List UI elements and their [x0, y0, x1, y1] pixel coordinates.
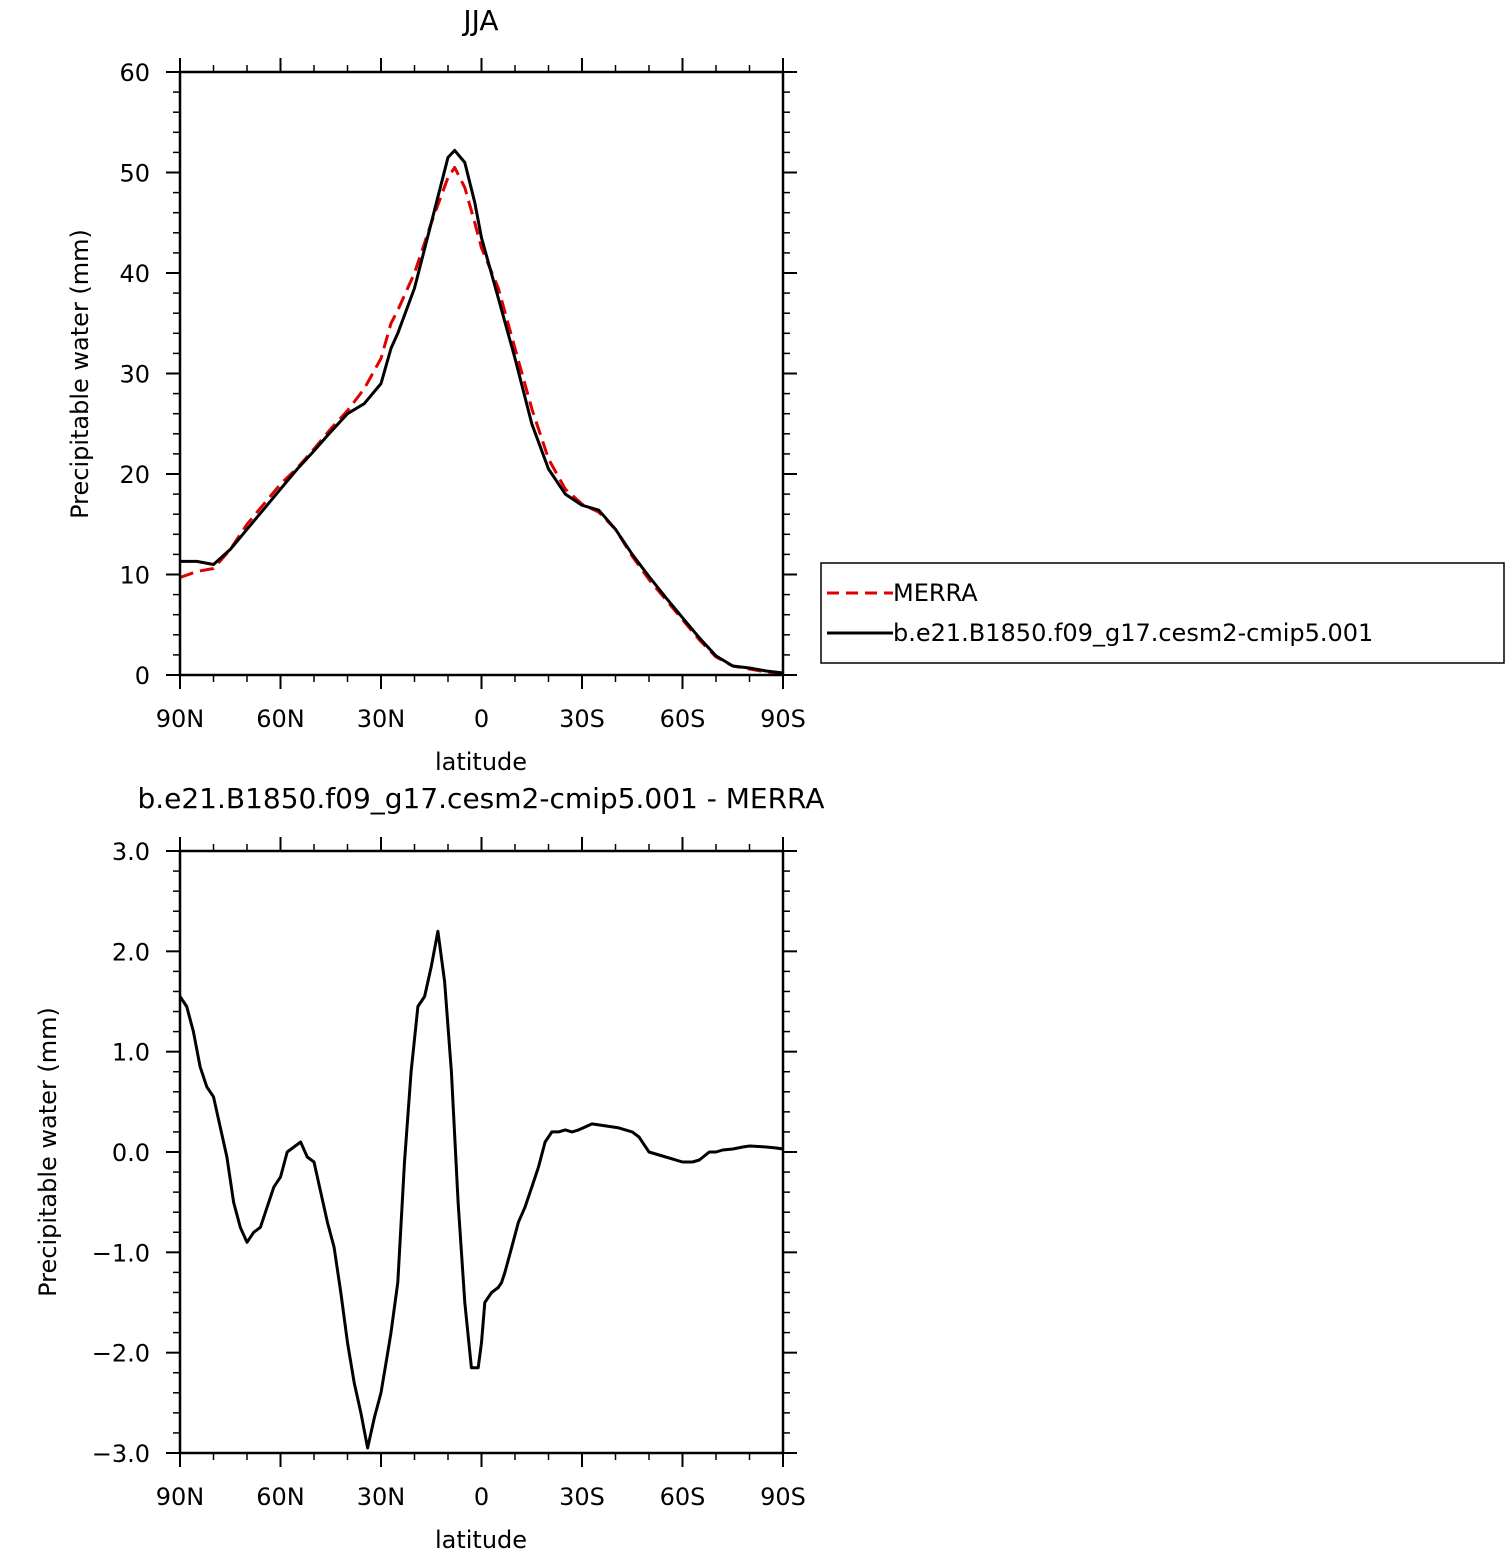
y-tick-label: 50 [119, 160, 150, 188]
x-tick-label: 30S [559, 1483, 605, 1511]
plot-area: 90N 60N 30N 0 30S 60S 90S 0 10 20 30 40 50 60 [119, 58, 806, 733]
x-tick-label: 30N [357, 705, 406, 733]
plot-frame [178, 70, 785, 677]
y-tick-label: 30 [119, 361, 150, 389]
x-tick-label: 90S [760, 1483, 806, 1511]
x-tick-label: 60N [256, 705, 305, 733]
y-tick-label: 20 [119, 461, 150, 489]
legend: MERRA b.e21.B1850.f09_g17.cesm2-cmip5.00… [820, 562, 1505, 664]
chart-title: JJA [461, 4, 498, 37]
x-tick-label: 90N [156, 1483, 205, 1511]
y-tick-label: −2.0 [92, 1340, 150, 1368]
x-tick-label: 30N [357, 1483, 406, 1511]
panel-difference: b.e21.B1850.f09_g17.cesm2-cmip5.001 - ME… [34, 782, 825, 1554]
series-line-b-e21-b1850-f09-g17-cesm2-cmip5-001 [180, 148, 784, 675]
y-tick-label: 0 [135, 662, 150, 690]
series-line-difference [178, 929, 784, 1450]
y-tick-label: 40 [119, 260, 150, 288]
x-tick-label: 60N [256, 1483, 305, 1511]
x-axis-label: latitude [435, 1526, 527, 1554]
y-tick-label: 10 [119, 562, 150, 590]
x-tick-label: 0 [474, 1483, 489, 1511]
x-tick-label: 60S [660, 705, 706, 733]
y-tick-label: 1.0 [112, 1039, 150, 1067]
y-tick-label: 0.0 [112, 1139, 150, 1167]
y-tick-label: −3.0 [92, 1440, 150, 1468]
x-tick-label: 60S [660, 1483, 706, 1511]
y-tick-label: −1.0 [92, 1239, 150, 1267]
x-tick-label: 30S [559, 705, 605, 733]
y-tick-label: 60 [119, 59, 150, 87]
x-axis-label: latitude [435, 748, 527, 776]
legend-entry-merra: MERRA [893, 579, 978, 607]
y-tick-label: 3.0 [112, 838, 150, 866]
x-tick-label: 0 [474, 705, 489, 733]
plot-area: 90N 60N 30N 0 30S 60S 90S −3.0 −2.0 −1.0 0.0 1.0 2.0… [92, 837, 806, 1511]
x-tick-label: 90S [760, 705, 806, 733]
y-axis-label: Precipitable water (mm) [34, 1007, 62, 1297]
x-tick-label: 90N [156, 705, 205, 733]
series-group [178, 929, 784, 1450]
legend-frame [820, 562, 1505, 664]
legend-entry-model: b.e21.B1850.f09_g17.cesm2-cmip5.001 [893, 619, 1373, 647]
plot-frame [178, 849, 785, 1455]
y-axis-label: Precipitable water (mm) [66, 229, 94, 519]
panel-mean: JJA 90N 60N 30N 0 30S 60S 90S 0 10 20 30 40 50 60 lat… [66, 4, 806, 776]
series-group [179, 148, 784, 675]
chart-title: b.e21.B1850.f09_g17.cesm2-cmip5.001 - ME… [137, 782, 824, 815]
y-tick-label: 2.0 [112, 938, 150, 966]
